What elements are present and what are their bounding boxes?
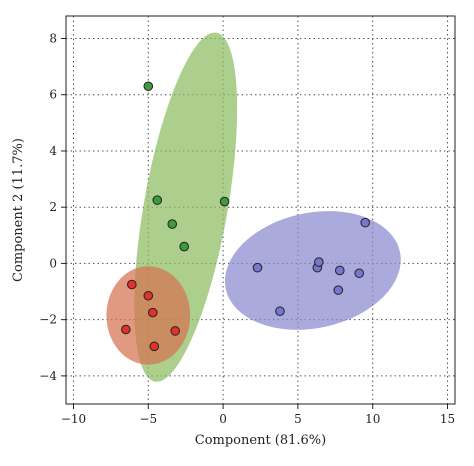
y-axis-label: Component 2 (11.7%): [11, 138, 26, 282]
plot-frame: [65, 15, 456, 405]
x-tick-label: −5: [139, 412, 157, 426]
data-point-blue: [333, 285, 344, 295]
data-point-red: [143, 290, 154, 301]
x-tick-label: 10: [365, 412, 380, 426]
data-point-green: [167, 219, 178, 229]
y-tick-label: 6: [49, 88, 57, 102]
data-points: [121, 81, 371, 352]
x-tick-label: 5: [294, 412, 302, 426]
y-tick-label: −4: [39, 369, 57, 383]
data-point-red: [121, 324, 131, 335]
data-point-blue: [252, 262, 263, 273]
y-tick-label: 0: [49, 256, 57, 270]
data-point-blue: [314, 257, 324, 267]
data-point-red: [170, 326, 181, 336]
y-tick-label: 2: [49, 200, 57, 214]
data-point-red: [127, 279, 137, 290]
data-point-green: [143, 81, 154, 92]
data-point-blue: [334, 265, 345, 276]
x-axis-label: Component (81.6%): [195, 433, 327, 448]
y-tick-label: −2: [39, 313, 57, 327]
cluster-ellipse-red: [106, 266, 191, 365]
data-point-blue: [360, 217, 371, 228]
data-point-red: [149, 341, 160, 352]
x-tick-label: 15: [440, 412, 455, 426]
axis-ticks: −10 −5 0 5 10 15 −4 −2 0 2 4 6 8: [39, 31, 455, 426]
cluster-ellipse-blue: [224, 211, 401, 330]
x-tick-label: −10: [61, 412, 86, 426]
data-point-green: [152, 195, 163, 205]
data-point-blue: [275, 306, 285, 317]
y-tick-label: 4: [49, 144, 57, 158]
y-tick-label: 8: [49, 31, 57, 45]
data-point-red: [147, 307, 158, 318]
data-point-green: [179, 241, 189, 252]
data-point-green: [219, 196, 230, 207]
cluster-ellipses: [106, 32, 401, 382]
x-tick-label: 0: [219, 412, 227, 426]
data-point-blue: [354, 268, 365, 279]
